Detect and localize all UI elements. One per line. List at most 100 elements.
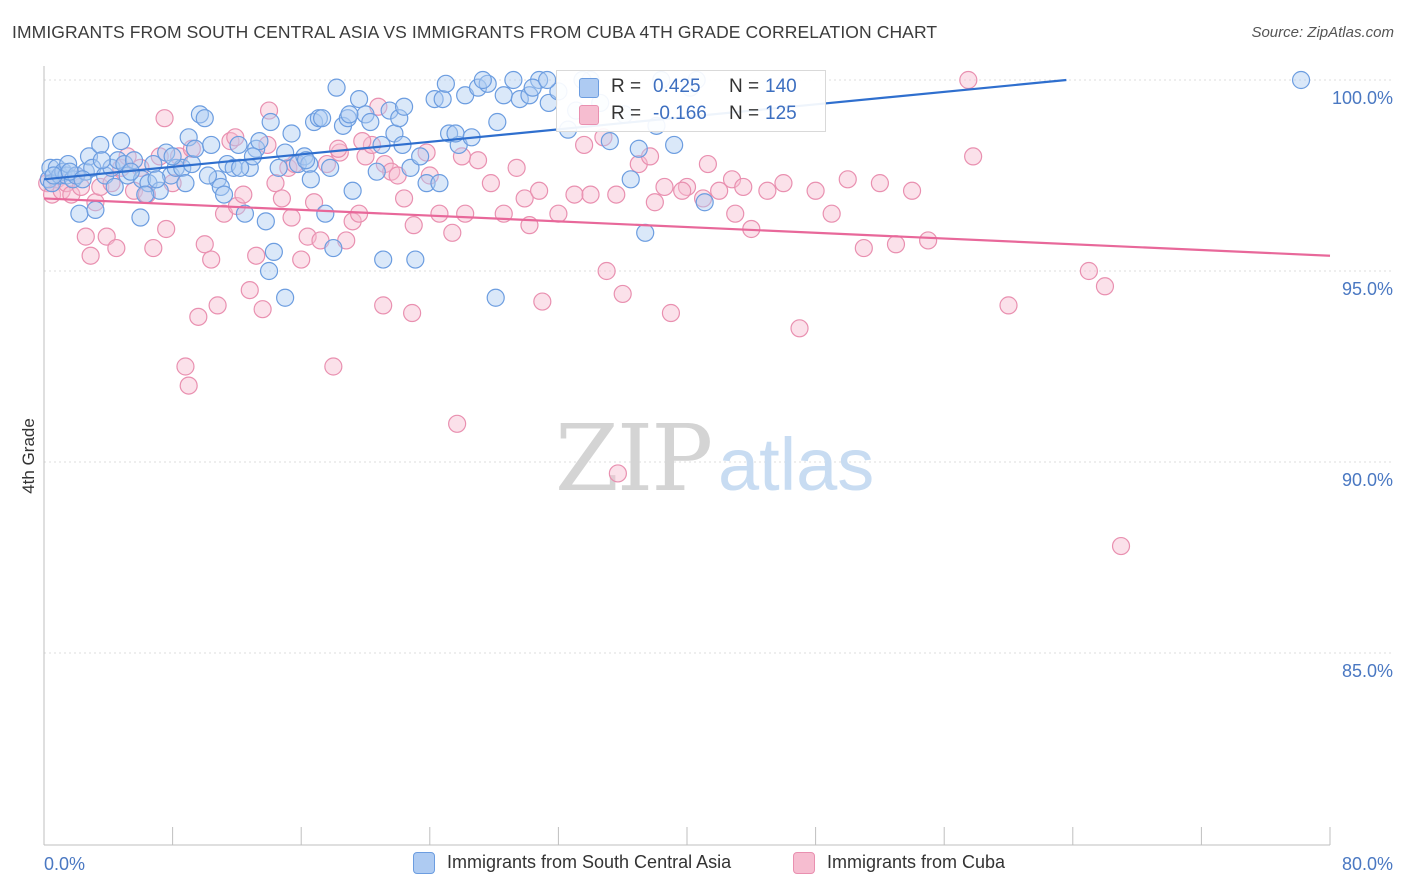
point-cuba (854, 238, 873, 258)
point-cuba (176, 357, 195, 376)
point-south-central-asia (430, 174, 449, 193)
point-south-central-asia (665, 135, 684, 155)
point-south-central-asia (380, 101, 399, 120)
legend-swatch-blue (413, 852, 435, 874)
point-cuba (1095, 277, 1115, 296)
point-south-central-asia (538, 70, 557, 90)
point-cuba (202, 250, 221, 269)
x-tick-label-0: 0.0% (44, 854, 85, 874)
point-cuba (902, 181, 922, 200)
point-cuba (1111, 536, 1131, 556)
point-south-central-asia (433, 89, 452, 109)
point-cuba (822, 204, 841, 223)
point-cuba (575, 135, 594, 155)
point-cuba (144, 238, 163, 258)
trend-line-south-central-asia (43, 78, 1067, 181)
point-cuba (565, 185, 584, 204)
point-south-central-asia (367, 162, 386, 181)
point-south-central-asia (235, 204, 255, 223)
point-cuba (886, 235, 906, 254)
point-cuba (673, 181, 692, 200)
point-south-central-asia (417, 174, 436, 193)
point-south-central-asia (131, 208, 150, 227)
point-south-central-asia (473, 70, 492, 90)
point-south-central-asia (70, 204, 89, 223)
trend-line-cuba (43, 197, 1331, 257)
point-south-central-asia (621, 170, 640, 189)
point-south-central-asia (436, 74, 455, 93)
point-south-central-asia (150, 181, 169, 200)
point-south-central-asia (86, 200, 105, 219)
point-south-central-asia (636, 223, 655, 242)
point-south-central-asia (504, 70, 523, 90)
point-south-central-asia (112, 132, 131, 151)
point-cuba (282, 208, 301, 227)
point-south-central-asia (269, 158, 288, 177)
point-south-central-asia (312, 109, 332, 128)
point-south-central-asia (250, 132, 269, 151)
point-cuba (292, 250, 311, 269)
point-south-central-asia (105, 177, 124, 197)
watermark: ZIP atlas (555, 405, 874, 512)
point-cuba (515, 189, 534, 208)
point-cuba (468, 151, 488, 170)
point-cuba (155, 109, 174, 128)
point-cuba (394, 189, 414, 208)
point-south-central-asia (361, 112, 380, 132)
point-south-central-asia (259, 261, 279, 281)
point-cuba (710, 181, 729, 200)
point-south-central-asia (600, 132, 619, 151)
point-cuba (964, 147, 983, 166)
point-cuba (404, 216, 423, 235)
point-south-central-asia (186, 139, 205, 158)
legend-swatch-blue (579, 78, 599, 98)
point-cuba (613, 284, 632, 304)
point-cuba (443, 223, 462, 242)
point-cuba (247, 246, 266, 265)
point-cuba (448, 414, 467, 433)
n-value: 125 (765, 103, 797, 124)
point-south-central-asia (349, 89, 369, 109)
point-cuba (259, 101, 279, 120)
point-cuba (81, 246, 100, 265)
point-cuba (195, 235, 214, 254)
point-cuba (607, 185, 626, 204)
point-south-central-asia (224, 158, 243, 177)
point-cuba (324, 357, 343, 376)
point-cuba (838, 170, 857, 189)
point-south-central-asia (629, 139, 648, 158)
point-cuba (91, 177, 110, 197)
point-south-central-asia (510, 89, 529, 109)
point-cuba (806, 181, 825, 200)
point-cuba (507, 158, 526, 177)
correlation-legend: R = 0.425 N = 140 R = -0.166 N = 125 (556, 70, 826, 132)
point-cuba (959, 70, 978, 90)
legend-swatch-pink (579, 105, 599, 125)
point-south-central-asia (374, 250, 393, 269)
point-south-central-asia (261, 112, 280, 132)
point-south-central-asia (327, 78, 346, 97)
point-cuba (726, 204, 745, 223)
point-south-central-asia (406, 250, 425, 269)
point-south-central-asia (91, 135, 110, 155)
point-south-central-asia (92, 151, 111, 170)
trend-lines (43, 78, 1331, 257)
point-cuba (655, 177, 674, 197)
point-south-central-asia (136, 185, 155, 204)
point-cuba (608, 464, 627, 483)
point-south-central-asia (202, 135, 221, 155)
y-tick-label-3: 85.0% (1342, 661, 1393, 681)
point-south-central-asia (1291, 70, 1311, 90)
y-tick-labels: 100.0% 95.0% 90.0% 85.0% (1332, 88, 1393, 681)
point-cuba (452, 147, 472, 166)
y-tick-label-2: 90.0% (1342, 470, 1393, 490)
point-cuba (530, 181, 549, 200)
point-cuba (240, 281, 259, 300)
point-south-central-asia (198, 166, 218, 185)
watermark-atlas: atlas (718, 423, 874, 506)
point-south-central-asia (163, 147, 182, 166)
point-cuba (581, 185, 600, 204)
legend-swatch-pink (793, 852, 815, 874)
point-south-central-asia (523, 78, 542, 97)
